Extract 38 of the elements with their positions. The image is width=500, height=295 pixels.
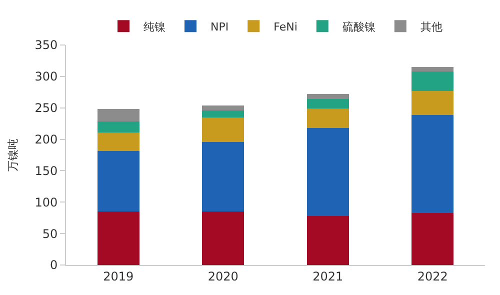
bar [97,212,140,265]
legend-label: NPI [210,20,229,34]
y-axis-title: 万镍吨 [6,138,20,172]
legend-label: FeNi [274,20,298,34]
bar [202,212,244,265]
x-tick-label: 2021 [312,269,344,284]
bar [202,117,244,142]
bar [306,128,349,216]
bar [306,216,349,265]
bar [412,67,454,72]
bar [97,109,140,122]
y-tick-label: 0 [50,258,58,272]
y-tick-label: 150 [34,164,58,178]
bar [412,90,454,115]
legend-label: 其他 [420,20,442,34]
bar [412,114,454,213]
bar [97,122,140,132]
bar [202,110,244,118]
y-tick-label: 350 [34,38,58,52]
legend-label: 纯镍 [144,20,166,34]
bar [202,142,244,212]
x-tick-label: 2020 [208,269,238,284]
bar [306,99,349,108]
y-tick-label: 250 [34,101,58,116]
bar [202,105,244,110]
bar [306,94,349,100]
bar [97,132,140,152]
y-tick-label: 200 [34,132,58,146]
bar [412,71,454,91]
bar [412,212,454,265]
y-tick-label: 50 [42,226,58,241]
x-tick-label: 2022 [417,269,448,284]
y-tick-label: 100 [34,195,58,210]
y-tick-label: 300 [34,70,58,84]
x-tick-label: 2019 [103,269,134,284]
bar [306,108,349,128]
bar [97,151,140,212]
legend-label: 硫酸镍 [342,20,376,34]
